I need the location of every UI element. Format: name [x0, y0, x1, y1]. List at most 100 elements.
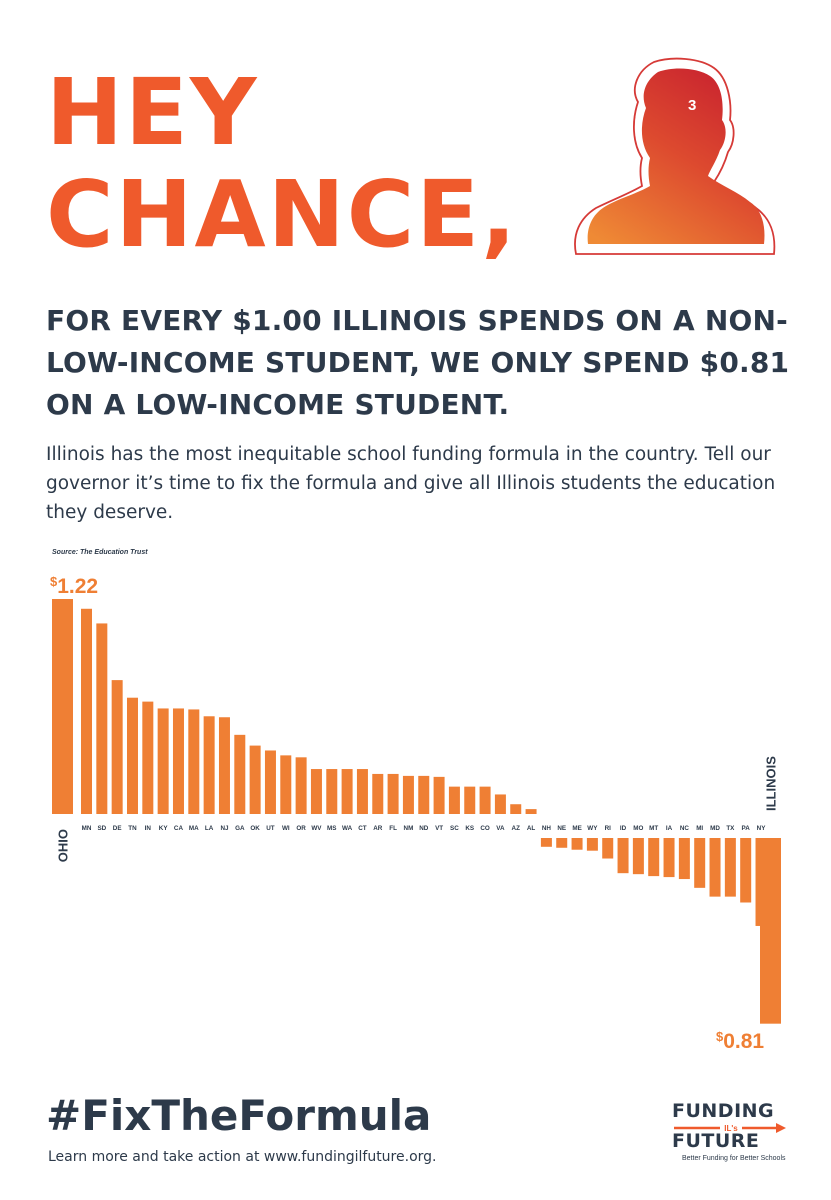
tick-label-co: CO — [480, 825, 490, 832]
tick-label-md: MD — [710, 825, 720, 832]
bar-ky — [157, 708, 169, 814]
tick-label-pa: PA — [742, 825, 751, 832]
tick-label-al: AL — [527, 825, 536, 832]
person-silhouette-icon: 3 — [574, 57, 776, 255]
bar-ca — [172, 708, 184, 814]
bar-wv — [310, 769, 322, 814]
funding-future-logo: FUNDING IL's FUTURE Better Funding for B… — [672, 1100, 792, 1166]
bar-md — [709, 838, 721, 897]
logo-arrow-icon: IL's — [674, 1122, 786, 1134]
bar-nc — [678, 838, 690, 880]
tick-label-or: OR — [296, 825, 306, 832]
bar-mn — [81, 608, 92, 814]
data-label-max: $1.22 — [50, 574, 98, 598]
tick-label-ks: KS — [465, 825, 474, 832]
logo-badge: IL's — [724, 1124, 738, 1133]
bar-nh — [540, 838, 552, 847]
tick-label-nh: NH — [542, 825, 552, 832]
bar-ar — [372, 773, 384, 814]
tick-label-ia: IA — [666, 825, 673, 832]
bar-wy — [586, 838, 598, 851]
bar-ohio — [52, 599, 73, 814]
data-label-min: $0.81 — [716, 1029, 764, 1053]
bar-mo — [632, 838, 644, 875]
hashtag: #FixTheFormula — [46, 1091, 432, 1140]
logo-word-funding: FUNDING — [672, 1100, 775, 1122]
tick-label-nc: NC — [680, 825, 690, 832]
tick-label-ri: RI — [605, 825, 612, 832]
bar-ks — [464, 786, 476, 814]
bar-or — [295, 757, 307, 814]
tick-label-mn: MN — [82, 825, 92, 832]
bar-mi — [694, 838, 706, 888]
cap-number: 3 — [688, 97, 696, 114]
bar-ga — [234, 734, 246, 814]
tick-label-fl: FL — [389, 825, 397, 832]
bar-ut — [264, 750, 276, 814]
bar-nj — [218, 717, 230, 814]
tick-label-sc: SC — [450, 825, 459, 832]
tick-label-id: ID — [620, 825, 627, 832]
tick-label-me: ME — [572, 825, 581, 832]
tick-label-ok: OK — [250, 825, 260, 832]
bar-tn — [126, 697, 138, 814]
funding-bar-chart: OHIO MN SD DE TN IN KY CA MA LA NJ GA OK UT WI OR WV MS WA… — [50, 574, 781, 1053]
bar-fl — [387, 773, 399, 814]
tick-label-wy: WY — [587, 825, 598, 832]
tick-label-ky: KY — [159, 825, 169, 832]
tick-label-in: IN — [145, 825, 152, 832]
tick-label-vt: VT — [435, 825, 443, 832]
subhead: FOR EVERY $1.00 ILLINOIS SPENDS ON A NON… — [46, 304, 790, 421]
bar-wi — [280, 755, 292, 814]
tick-label-ar: AR — [373, 825, 383, 832]
tick-label-de: DE — [113, 825, 122, 832]
cta-link[interactable]: Learn more and take action at www.fundin… — [48, 1149, 437, 1165]
bar-wa — [341, 769, 353, 814]
bar-la — [203, 716, 215, 814]
tick-label-ohio: OHIO — [56, 829, 71, 862]
tick-label-ut: UT — [266, 825, 275, 832]
tick-label-la: LA — [205, 825, 214, 832]
bar-ri — [602, 838, 614, 859]
logo-tagline: Better Funding for Better Schools — [682, 1155, 786, 1162]
bar-illinois — [760, 838, 781, 1024]
bar-ne — [556, 838, 568, 848]
tick-label-sd: SD — [97, 825, 106, 832]
bar-sd — [96, 623, 108, 814]
bar-nd — [418, 775, 430, 814]
tick-label-wi: WI — [282, 825, 290, 832]
bar-va — [494, 794, 506, 814]
tick-label-tn: TN — [128, 825, 137, 832]
tick-label-ma: MA — [189, 825, 199, 832]
bar-me — [571, 838, 583, 850]
tick-label-wv: WV — [311, 825, 322, 832]
tick-label-mt: MT — [649, 825, 658, 832]
tick-label-az: AZ — [512, 825, 521, 832]
source-note: Source: The Education Trust — [52, 549, 148, 556]
tick-label-illinois: ILLINOIS — [764, 756, 779, 811]
bar-nm — [402, 775, 414, 814]
bar-ma — [188, 709, 200, 814]
body-text: Illinois has the most inequitable school… — [46, 444, 776, 523]
tick-label-ga: GA — [235, 825, 245, 832]
bar-ms — [326, 769, 338, 814]
headline: HEY CHANCE, — [46, 62, 518, 266]
headline-line-2: CHANCE, — [46, 161, 519, 268]
bar-co — [479, 786, 491, 814]
logo-word-future: FUTURE — [672, 1130, 760, 1152]
tick-label-wa: WA — [342, 825, 353, 832]
tick-label-mo: MO — [633, 825, 643, 832]
tick-label-ne: NE — [557, 825, 566, 832]
bar-az — [510, 804, 522, 814]
tick-label-nd: ND — [419, 825, 429, 832]
bar-pa — [740, 838, 752, 903]
tick-label-tx: TX — [726, 825, 735, 832]
bar-sc — [448, 786, 460, 814]
bar-tx — [724, 838, 736, 897]
tick-label-nj: NJ — [220, 825, 229, 832]
bar-mt — [648, 838, 660, 877]
call-to-action[interactable]: Learn more and take action at www.fundin… — [48, 1149, 436, 1165]
bar-de — [111, 680, 123, 814]
bar-ct — [356, 769, 368, 814]
tick-label-ca: CA — [174, 825, 184, 832]
